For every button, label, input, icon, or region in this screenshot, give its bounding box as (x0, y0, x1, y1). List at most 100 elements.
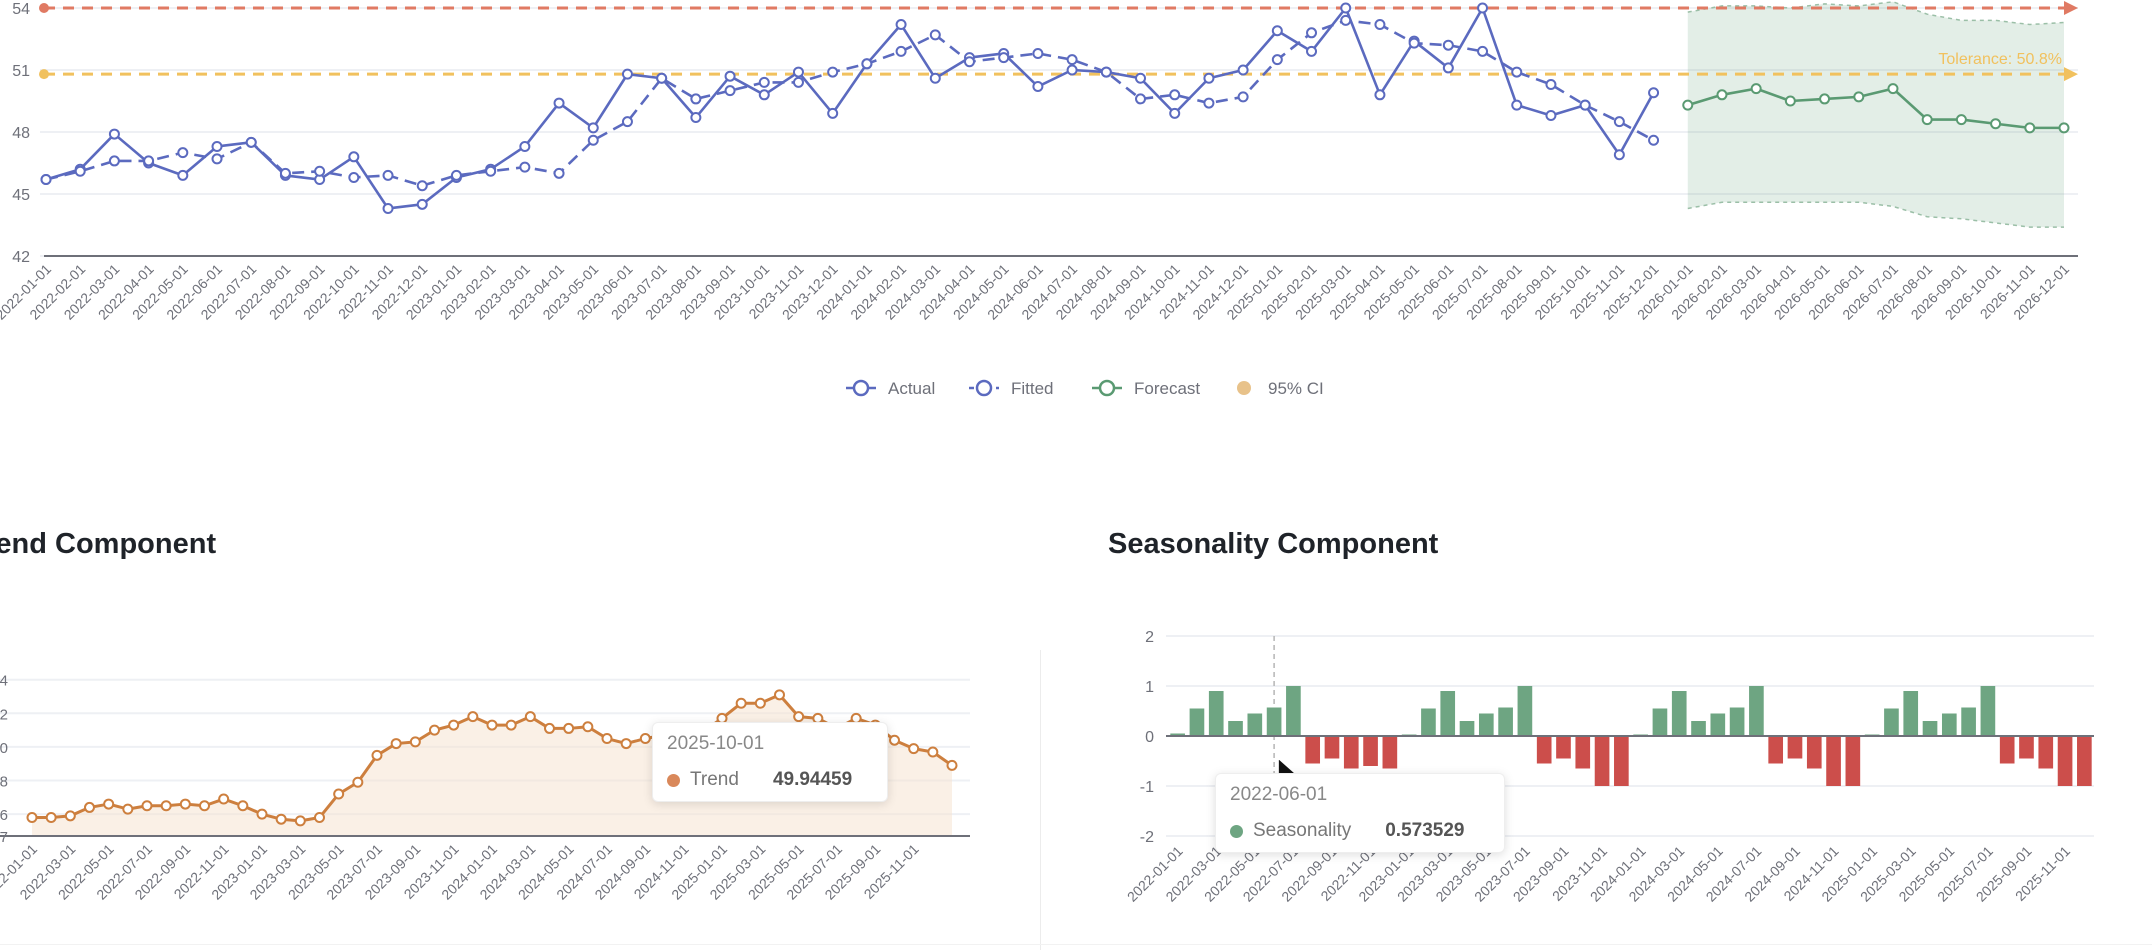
data-point-trend (275, 813, 287, 825)
data-point-actual (587, 122, 599, 134)
data-point-forecast (1955, 114, 1967, 126)
data-point-trend (64, 810, 76, 822)
y-tick-label: -1 (1140, 779, 1154, 796)
data-point-actual (929, 72, 941, 84)
legend-marker-icon (852, 379, 870, 397)
data-point-fitted (1442, 39, 1454, 51)
data-point-actual (1648, 87, 1660, 99)
data-point-fitted (690, 93, 702, 105)
data-point-trend (448, 719, 460, 731)
seasonality-bar (1961, 707, 1976, 736)
data-point-trend (620, 738, 632, 750)
data-point-fitted (108, 155, 120, 167)
seasonality-bar (1980, 686, 1996, 736)
data-point-fitted (382, 169, 394, 181)
seasonality-bar (1343, 736, 1359, 769)
tolerance-label: Tolerance: 50.8% (1938, 51, 2062, 68)
data-point-trend (160, 800, 172, 812)
data-point-actual (1237, 64, 1249, 76)
y-tick-label: 44.7 (0, 829, 8, 846)
tooltip-marker-icon (1230, 824, 1243, 838)
series-line-actual (45, 6, 1655, 210)
data-point-trend (237, 800, 249, 812)
data-point-trend (544, 722, 555, 734)
legend-label: Fitted (1011, 379, 1054, 398)
data-point-fitted (929, 29, 941, 41)
y-tick-label: 45 (12, 187, 30, 204)
seasonality-bar (1286, 686, 1301, 736)
data-point-fitted (1613, 116, 1625, 128)
panel-divider (1040, 650, 1041, 950)
data-point-fitted (1066, 54, 1078, 66)
seasonality-bar (1536, 736, 1552, 764)
seasonality-bar (1749, 686, 1764, 736)
data-point-fitted (519, 161, 531, 173)
data-point-forecast (1990, 118, 2002, 130)
data-point-trend (409, 736, 421, 748)
data-point-trend (889, 734, 900, 746)
data-point-trend (390, 738, 402, 750)
seasonality-bar (1806, 736, 1822, 769)
seasonality-bar (1228, 721, 1243, 736)
legend: Actual Fitted Forecast 95% CI (846, 379, 1324, 398)
y-tick-label: 50 (0, 740, 8, 757)
data-point-trend (639, 733, 651, 745)
data-point-actual (792, 66, 804, 78)
data-point-fitted (1271, 54, 1283, 66)
seasonality-bar (1903, 691, 1919, 736)
trend-component-title: Trend Component (0, 528, 217, 560)
data-point-actual (1374, 89, 1386, 101)
data-point-trend (371, 749, 383, 761)
data-point-fitted (1408, 37, 1420, 49)
data-point-fitted (1477, 45, 1489, 57)
threshold-arrow-icon (2064, 1, 2078, 15)
tooltip-date: 2022-06-01 (1230, 784, 1328, 805)
seasonality-component-chart[interactable]: -2-10122022-01-012022-03-012022-05-01202… (1080, 610, 2152, 948)
seasonality-bar (1575, 736, 1591, 769)
data-point-trend (754, 697, 766, 709)
data-point-fitted (1203, 97, 1215, 109)
seasonality-bar (1652, 708, 1668, 736)
data-point-fitted (416, 180, 428, 192)
data-point-fitted (40, 174, 52, 186)
data-point-trend (218, 793, 230, 805)
data-point-actual (211, 140, 223, 152)
seasonality-bar (1768, 736, 1784, 764)
data-point-fitted (861, 58, 873, 70)
data-point-forecast (1853, 91, 1865, 103)
legend-marker-icon (1098, 379, 1116, 397)
y-tick-label: -2 (1140, 829, 1154, 846)
data-point-trend (486, 719, 498, 731)
data-point-fitted (758, 76, 770, 88)
seasonality-bar (2038, 736, 2054, 769)
y-tick-label: 51 (12, 63, 30, 80)
data-point-fitted (1306, 27, 1318, 39)
threshold-start-marker (39, 3, 49, 13)
seasonality-bar (1421, 708, 1436, 736)
data-point-fitted (485, 165, 497, 177)
seasonality-bar (2057, 736, 2073, 786)
data-point-actual (1032, 81, 1044, 93)
seasonality-bar (1556, 736, 1571, 759)
y-tick-label: 1 (1145, 679, 1154, 696)
seasonality-bar (1691, 721, 1706, 736)
seasonality-bar (1710, 713, 1726, 736)
data-point-fitted (587, 134, 599, 146)
data-point-fitted (656, 72, 668, 84)
data-point-actual (724, 70, 736, 82)
seasonality-bar (1266, 707, 1282, 736)
seasonality-bar (1363, 736, 1378, 766)
data-point-actual (1477, 2, 1489, 14)
data-point-trend (199, 800, 210, 812)
y-tick-label: 52 (0, 706, 8, 723)
y-tick-label: 46 (0, 807, 8, 824)
seasonality-bar (1478, 713, 1494, 736)
data-point-actual (1135, 72, 1147, 84)
bottom-border (0, 944, 2152, 945)
seasonality-bar (1826, 736, 1841, 786)
data-point-actual (177, 169, 189, 181)
data-point-fitted (1340, 14, 1352, 26)
data-point-actual (827, 107, 839, 119)
data-point-trend (601, 733, 613, 745)
